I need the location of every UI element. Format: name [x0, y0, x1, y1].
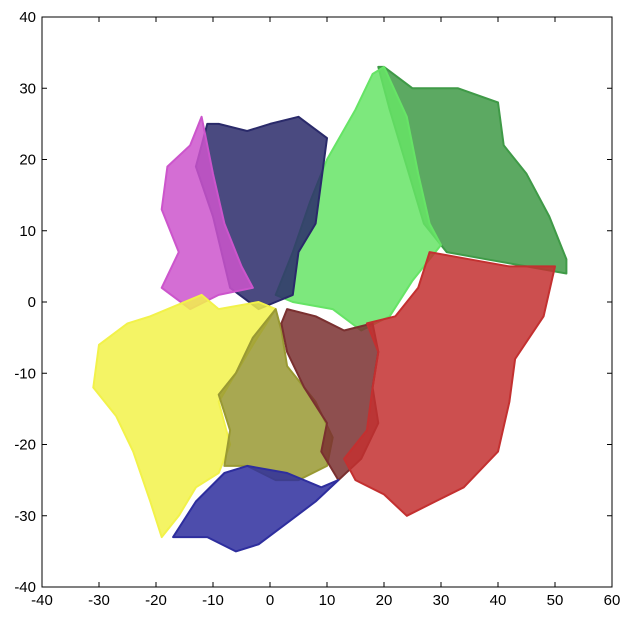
data-region-9	[172, 464, 340, 553]
x-tick-label: 10	[319, 592, 336, 609]
data-layer	[92, 65, 568, 553]
y-tick-label: 40	[19, 9, 36, 26]
y-tick-label: 10	[19, 223, 36, 240]
x-tick-label: 20	[376, 592, 393, 609]
data-region-2	[274, 65, 442, 332]
x-tick-label: -40	[31, 592, 53, 609]
y-tick-label: -20	[14, 437, 36, 454]
y-tick-label: 30	[19, 80, 36, 97]
x-tick-label: -10	[202, 592, 224, 609]
y-tick-label: -10	[14, 365, 36, 382]
y-tick-label: 0	[28, 294, 36, 311]
y-tick-label: -40	[14, 579, 36, 596]
data-region-8	[343, 251, 556, 517]
y-tick-label: -30	[14, 508, 36, 525]
x-tick-label: 50	[547, 592, 564, 609]
x-axis: -40 -30 -20 -10 0 10 20 30 40 50 60	[31, 17, 620, 609]
x-tick-label: 30	[433, 592, 450, 609]
y-axis: -40 -30 -20 -10 0 10 20 30 40	[14, 9, 612, 596]
x-tick-label: 0	[266, 592, 274, 609]
y-tick-label: 20	[19, 152, 36, 169]
x-tick-label: 40	[490, 592, 507, 609]
x-tick-label: 60	[604, 592, 621, 609]
x-tick-label: -30	[88, 592, 110, 609]
x-tick-label: -20	[145, 592, 167, 609]
